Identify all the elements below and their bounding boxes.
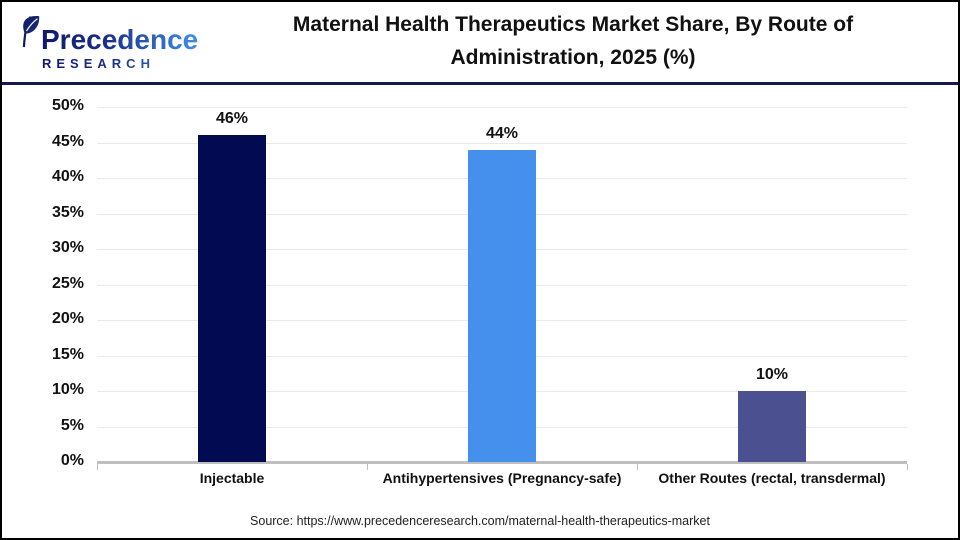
x-axis-line [97, 461, 907, 464]
y-tick-label: 40% [51, 168, 84, 185]
x-axis-label: Injectable [199, 470, 265, 486]
x-axis-tick [637, 464, 638, 470]
bar-other-routes [738, 391, 806, 462]
y-tick-label: 25% [51, 274, 84, 292]
bar-injectable [198, 135, 266, 462]
y-tick-label: 20% [51, 310, 84, 327]
gridline [97, 107, 907, 108]
bar-value-label: 46% [215, 110, 249, 128]
chart-title-line2: Administration, 2025 (%) [450, 46, 696, 69]
y-tick-label: 15% [51, 345, 84, 363]
gridline [97, 142, 907, 144]
x-axis-tick [907, 464, 908, 470]
bar-value-label: 10% [755, 366, 789, 383]
x-axis-label: Antihypertensives (Pregnancy-safe) [382, 470, 622, 486]
y-tick-label: 30% [51, 239, 84, 256]
leaf-logo-icon [18, 14, 40, 52]
x-axis-tick [367, 464, 368, 470]
bar-antihypertensives [468, 149, 536, 462]
x-axis-tick [97, 464, 98, 470]
y-tick-label: 5% [60, 416, 84, 434]
header-divider [2, 82, 958, 85]
precedence-research-logo: Precedence RESEARCH [2, 14, 202, 70]
y-tick-label: 10% [51, 381, 84, 398]
chart-title: Maternal Health Therapeutics Market Shar… [202, 9, 958, 74]
y-tick-label: 45% [51, 132, 84, 150]
header: Precedence RESEARCH Maternal Health Ther… [2, 2, 958, 82]
plot-area: 46% 44% 10% [97, 107, 908, 470]
chart-title-line1: Maternal Health Therapeutics Market Shar… [292, 13, 854, 37]
source-text: Source: https://www.precedenceresearch.c… [250, 514, 710, 528]
bar-value-label: 44% [485, 124, 519, 142]
logo-subtext: RESEARCH [42, 57, 202, 70]
y-tick-label: 35% [51, 203, 84, 221]
logo-wordmark: Precedence [41, 24, 199, 55]
y-tick-label: 50% [51, 97, 84, 114]
x-axis-label: Other Routes (rectal, transdermal) [658, 470, 886, 486]
y-tick-label: 0% [60, 452, 84, 469]
